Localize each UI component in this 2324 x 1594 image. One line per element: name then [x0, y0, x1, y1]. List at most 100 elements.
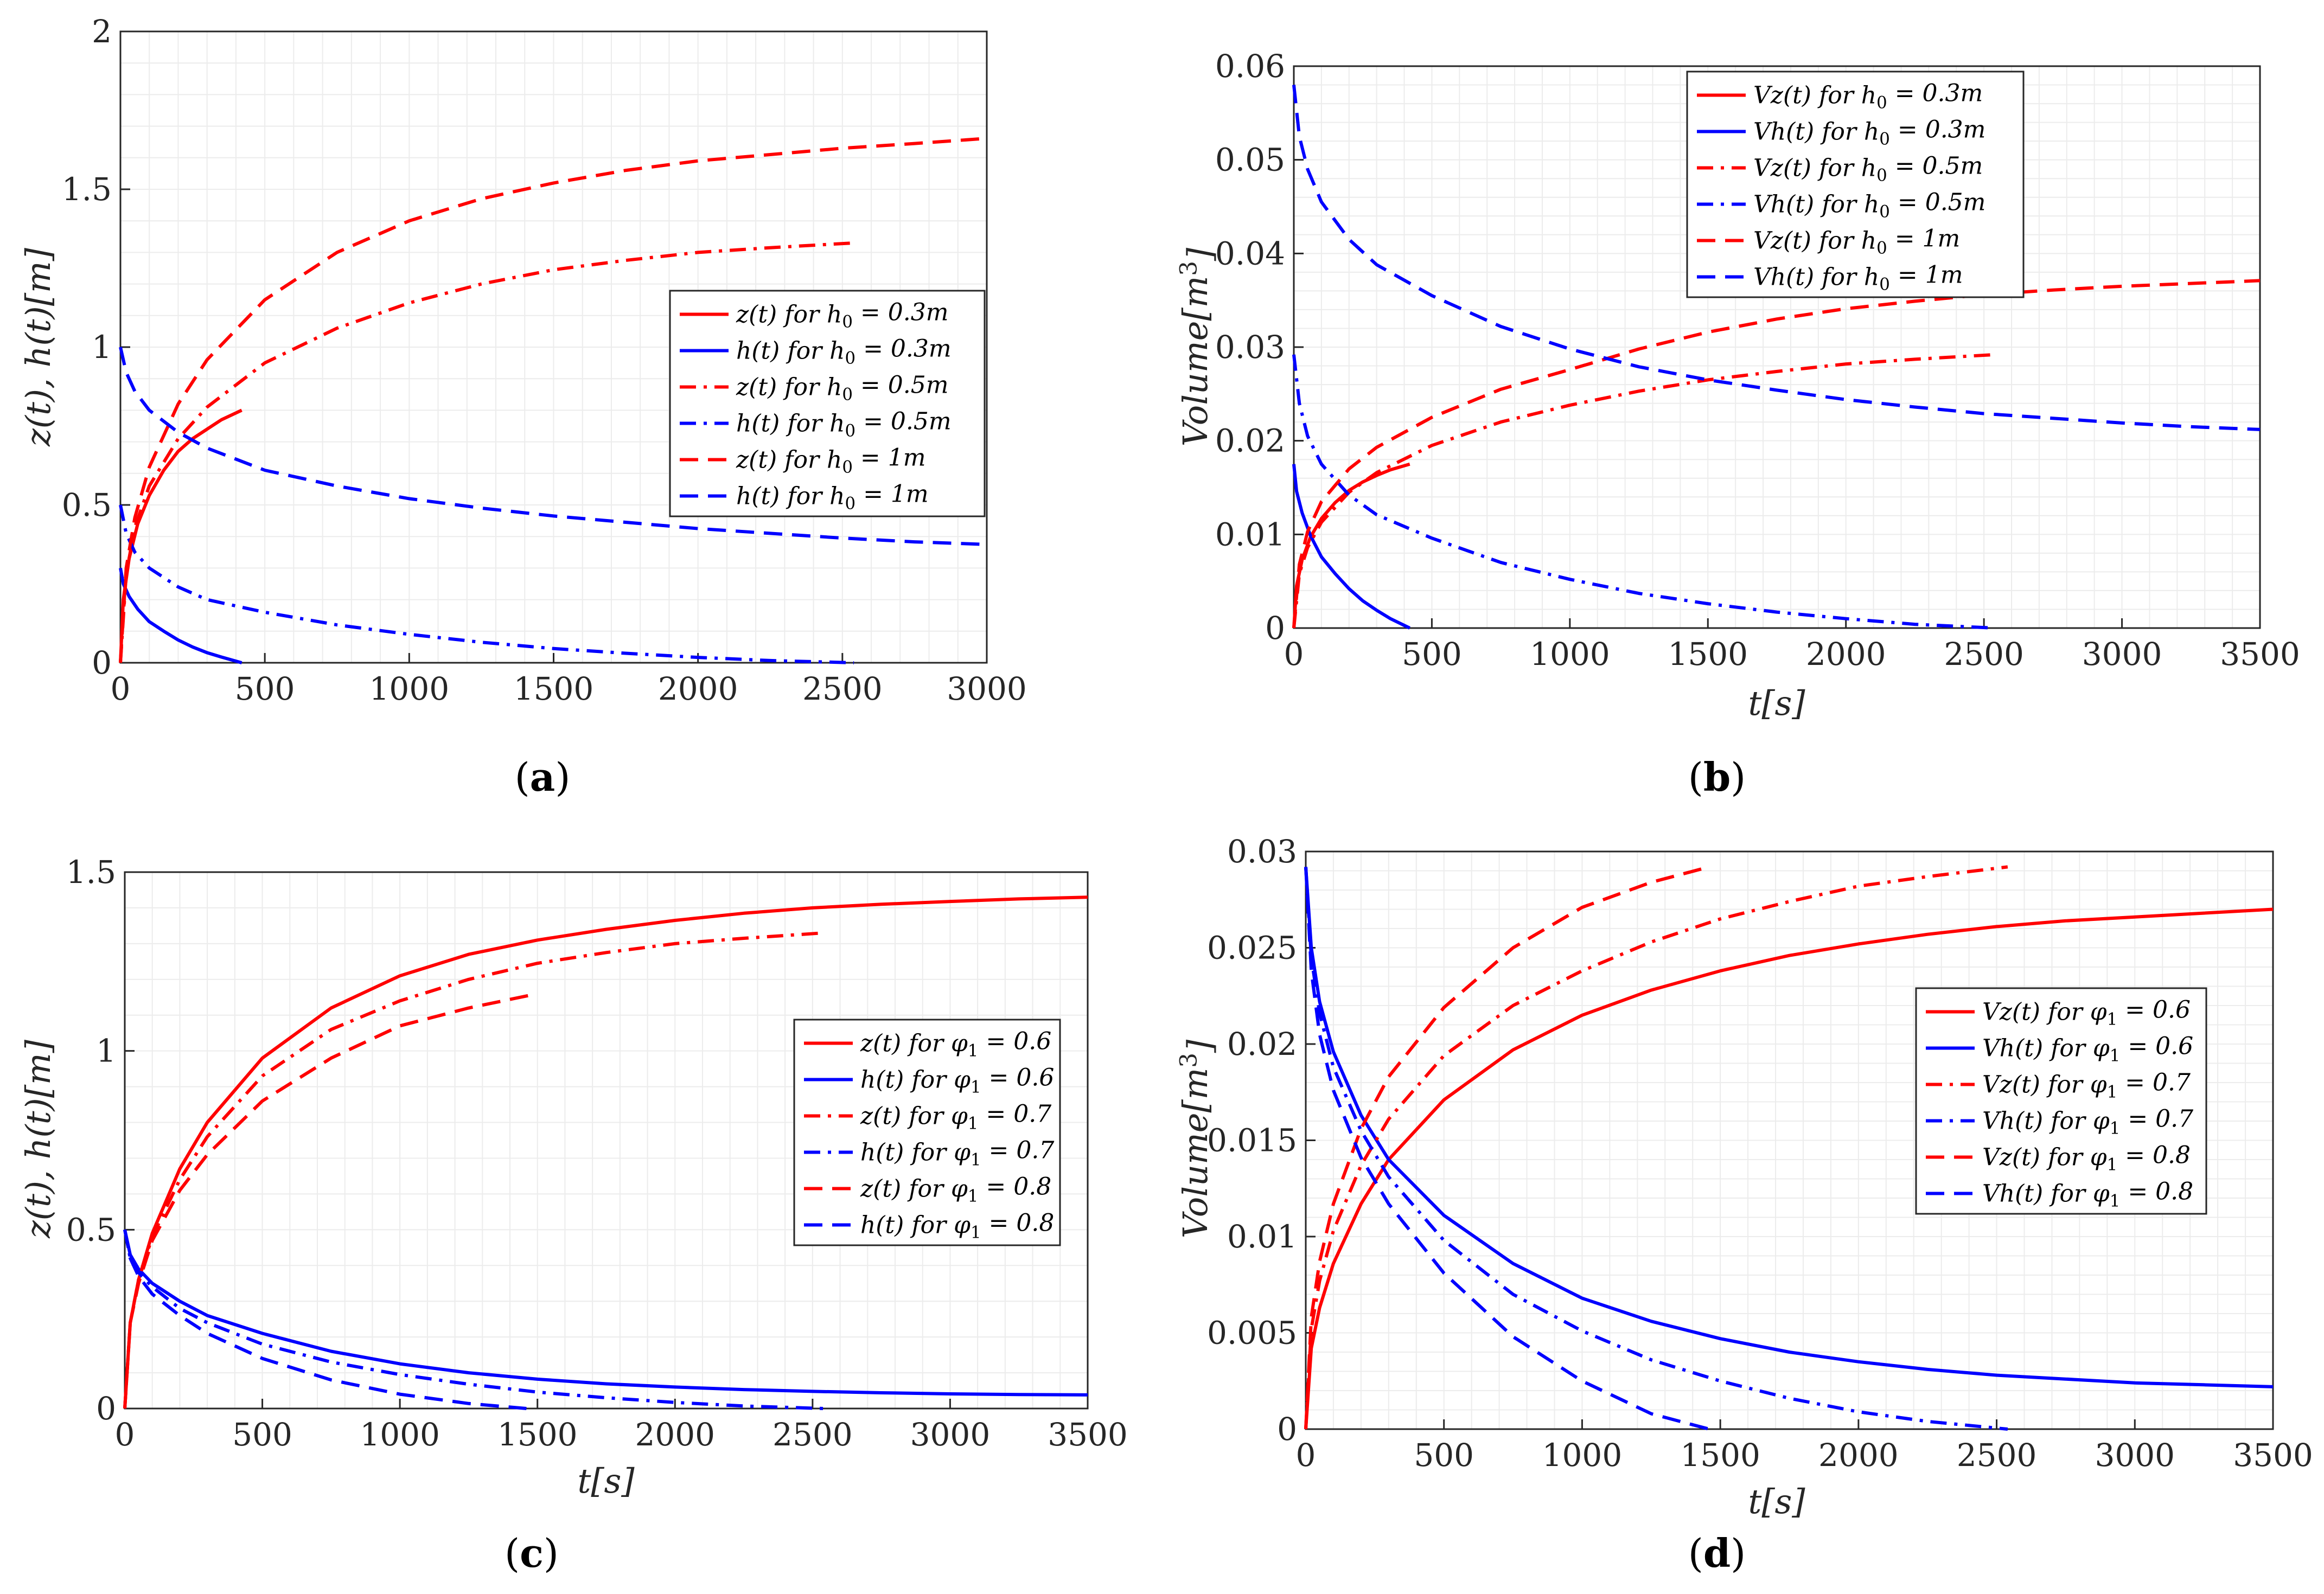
- legend-entry: Vz(t) for φ1​ = 0.8: [1982, 1142, 2191, 1175]
- x-tick-label: 1500: [1668, 636, 1748, 673]
- legend-entry: h(t) for h0​ = 1m: [736, 481, 929, 514]
- legend-entry: Vz(t) for h0​ = 1m: [1753, 225, 1960, 258]
- axes-box: [124, 871, 1089, 1410]
- legend: z(t) for h0​ = 0.3mh(t) for h0​ = 0.3m z(…: [669, 290, 986, 517]
- legend-entry: h(t) for h0​ = 0.3m: [736, 335, 952, 368]
- x-tick-label: 1500: [497, 1416, 578, 1453]
- x-tick-label: 3500: [1048, 1416, 1128, 1453]
- series-line-d-6: [1304, 867, 1710, 1431]
- x-tick-label: 2000: [1806, 636, 1886, 673]
- y-tick-label: 0: [1265, 610, 1285, 646]
- caption-a: (a): [515, 754, 571, 800]
- series-line-a-6: [119, 347, 987, 546]
- y-tick-label: 0: [1277, 1411, 1297, 1448]
- x-tick-label: 2000: [1818, 1437, 1899, 1474]
- x-tick-label: 2000: [658, 670, 738, 707]
- legend-entry: z(t) for φ1​ = 0.8: [860, 1173, 1051, 1206]
- y-axis-label: Volume[m3​]: [1175, 1039, 1220, 1238]
- caption-b: (b): [1688, 754, 1746, 800]
- series-line-c-4: [123, 1229, 824, 1410]
- x-tick-label: 3000: [910, 1416, 991, 1453]
- x-tick-label: 3000: [2095, 1437, 2175, 1474]
- y-tick-label: 0.005: [1207, 1315, 1297, 1352]
- series-line-b-4: [1292, 354, 1995, 630]
- x-tick-label: 1000: [369, 670, 450, 707]
- chart-b: 0 500 1000 1500 2000 2500 3000 3500 0 0.01 0.02 0.0…: [1175, 48, 2300, 800]
- legend: Vz(t) for φ1​ = 0.6Vh(t) for φ1​ = 0.6Vz…: [1915, 987, 2207, 1215]
- series-line-b-1: [1292, 462, 1410, 629]
- series-line-a-5: [119, 137, 981, 663]
- x-tick-label: 3500: [2220, 636, 2300, 673]
- y-tick-label: 0.5: [66, 1211, 116, 1248]
- series-line-d-4: [1304, 867, 2008, 1431]
- y-tick-label: 0: [92, 644, 112, 681]
- y-tick-label: 1: [96, 1033, 116, 1070]
- chart-d: 0 500 1000 1500 2000 2500 3000 3500 0 0.005 0.01 0.…: [1175, 833, 2313, 1576]
- grid: [1305, 851, 2274, 1430]
- series-line-d-3: [1304, 865, 2008, 1430]
- legend-box: [793, 1019, 1061, 1246]
- chart-a: 0 500 1000 1500 2000 2500 3000 0 0.5 1 1.5 2 z(t), h…: [18, 13, 1027, 800]
- y-tick-label: 0.03: [1215, 329, 1285, 366]
- legend-entry: Vz(t) for h0​ = 0.5m: [1753, 152, 1983, 185]
- y-tick-label: 0.03: [1227, 833, 1297, 870]
- series-line-b-5: [1292, 279, 2261, 629]
- y-tick-label: 1: [92, 329, 112, 366]
- legend-entry: Vz(t) for h0​ = 0.3m: [1753, 80, 1983, 113]
- series-line-d-2: [1304, 867, 2274, 1388]
- y-axis-label: z(t), h(t)[m]: [18, 1039, 58, 1239]
- y-tick-label: 0.015: [1207, 1122, 1297, 1159]
- x-tick-label: 2500: [802, 670, 883, 707]
- y-tick-label: 2: [92, 13, 112, 50]
- x-tick-label: 0: [115, 1416, 135, 1453]
- y-tick-label: 0: [96, 1390, 116, 1427]
- y-tick-label: 0.025: [1207, 930, 1297, 966]
- legend-entry: h(t) for φ1​ = 0.8: [860, 1209, 1054, 1243]
- legend-entry: h(t) for φ1​ = 0.7: [860, 1137, 1054, 1170]
- legend-entry: Vh(t) for φ1​ = 0.7: [1982, 1105, 2193, 1138]
- legend-box: [1686, 71, 2025, 298]
- legend-box: [1915, 987, 2207, 1215]
- x-tick-label: 500: [1402, 636, 1462, 673]
- y-tick-label: 0.04: [1215, 235, 1285, 272]
- y-tick-label: 0.02: [1227, 1026, 1297, 1062]
- x-tick-label: 0: [1296, 1437, 1316, 1474]
- x-tick-label: 0: [1284, 636, 1304, 673]
- x-tick-label: 2500: [772, 1416, 853, 1453]
- legend-entry: Vh(t) for φ1​ = 0.6: [1982, 1033, 2193, 1066]
- legend-entry: h(t) for h0​ = 0.5m: [736, 408, 952, 441]
- x-tick-label: 2500: [1957, 1437, 2037, 1474]
- y-tick-label: 0.5: [62, 486, 112, 523]
- x-tick-label: 1500: [1680, 1437, 1760, 1474]
- legend-entry: Vz(t) for φ1​ = 0.7: [1982, 1069, 2191, 1102]
- x-tick-label: 3500: [2233, 1437, 2313, 1474]
- legend-entry: Vh(t) for h0​ = 0.3m: [1753, 116, 1985, 149]
- y-axis-label: z(t), h(t)[m]: [18, 247, 58, 447]
- series-line-b-6: [1292, 85, 2261, 431]
- x-tick-label: 500: [235, 670, 295, 707]
- x-axis-label: t[s]: [577, 1461, 635, 1501]
- x-axis-label: t[s]: [1748, 1482, 1805, 1521]
- y-tick-label: 0.01: [1215, 516, 1285, 553]
- legend-entry: Vh(t) for h0​ = 1m: [1753, 261, 1963, 295]
- y-tick-label: 0.02: [1215, 422, 1285, 459]
- series-line-d-5: [1304, 865, 1710, 1430]
- y-tick-label: 0.05: [1215, 142, 1285, 178]
- legend-entry: h(t) for φ1​ = 0.6: [860, 1064, 1054, 1097]
- x-tick-label: 500: [232, 1416, 292, 1453]
- x-tick-label: 1500: [514, 670, 594, 707]
- x-tick-label: 0: [111, 670, 131, 707]
- legend-entry: Vh(t) for φ1​ = 0.8: [1982, 1178, 2193, 1211]
- legend: z(t) for φ1​ = 0.6h(t) for φ1​ = 0.6 z(t)…: [793, 1019, 1061, 1246]
- legend-entry: z(t) for φ1​ = 0.6: [860, 1028, 1051, 1061]
- series-line-a-4: [119, 504, 854, 664]
- grid: [124, 872, 1088, 1409]
- caption-d: (d): [1688, 1530, 1746, 1576]
- x-tick-label: 1000: [1530, 636, 1610, 673]
- series-line-c-5: [123, 992, 538, 1409]
- legend-entry: z(t) for h0​ = 0.3m: [736, 299, 948, 332]
- x-tick-label: 500: [1414, 1437, 1474, 1474]
- series-line-c-6: [123, 1229, 527, 1410]
